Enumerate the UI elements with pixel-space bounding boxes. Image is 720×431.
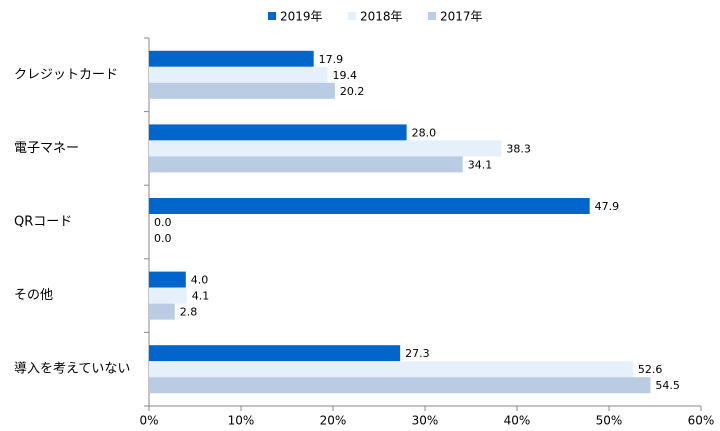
x-tick-label: 40% [504, 414, 531, 428]
legend-swatch [268, 12, 276, 20]
bar [149, 82, 335, 99]
value-label: 20.2 [340, 85, 365, 98]
category-label: QRコード [14, 215, 72, 230]
x-tick-label: 60% [688, 414, 715, 428]
bar [149, 303, 175, 320]
bar [149, 140, 502, 157]
value-label: 28.0 [412, 126, 437, 139]
value-label: 4.1 [192, 290, 210, 303]
x-tick-label: 0% [139, 414, 158, 428]
bar [149, 345, 401, 362]
value-label: 38.3 [506, 142, 531, 155]
legend-swatch [348, 12, 356, 20]
bar [149, 124, 407, 141]
legend-swatch [428, 12, 436, 20]
bar [149, 361, 633, 378]
x-tick-label: 30% [412, 414, 439, 428]
value-label: 2.8 [180, 306, 198, 319]
bar [149, 50, 314, 67]
category-label: クレジットカード [14, 67, 118, 82]
x-tick-label: 50% [596, 414, 623, 428]
category-label: 導入を考えていない [14, 362, 130, 377]
bar [149, 377, 651, 394]
value-label: 19.4 [332, 69, 357, 82]
legend-label: 2018年 [360, 10, 403, 24]
value-label: 54.5 [655, 379, 680, 392]
bar [149, 66, 328, 83]
category-label: その他 [14, 288, 53, 303]
category-label: 電子マネー [14, 141, 79, 156]
bar [149, 156, 463, 173]
x-tick-label: 10% [228, 414, 255, 428]
value-label: 0.0 [154, 232, 172, 245]
value-label: 52.6 [638, 363, 663, 376]
value-label: 27.3 [405, 347, 430, 360]
legend-label: 2019年 [280, 10, 323, 24]
value-label: 0.0 [154, 216, 172, 229]
value-label: 17.9 [319, 53, 344, 66]
legend-label: 2017年 [440, 10, 483, 24]
bar [149, 287, 187, 304]
bar [149, 198, 590, 214]
x-tick-label: 20% [320, 414, 347, 428]
value-label: 4.0 [191, 274, 209, 287]
value-label: 34.1 [468, 158, 493, 171]
bar [149, 271, 186, 288]
value-label: 47.9 [595, 200, 620, 213]
